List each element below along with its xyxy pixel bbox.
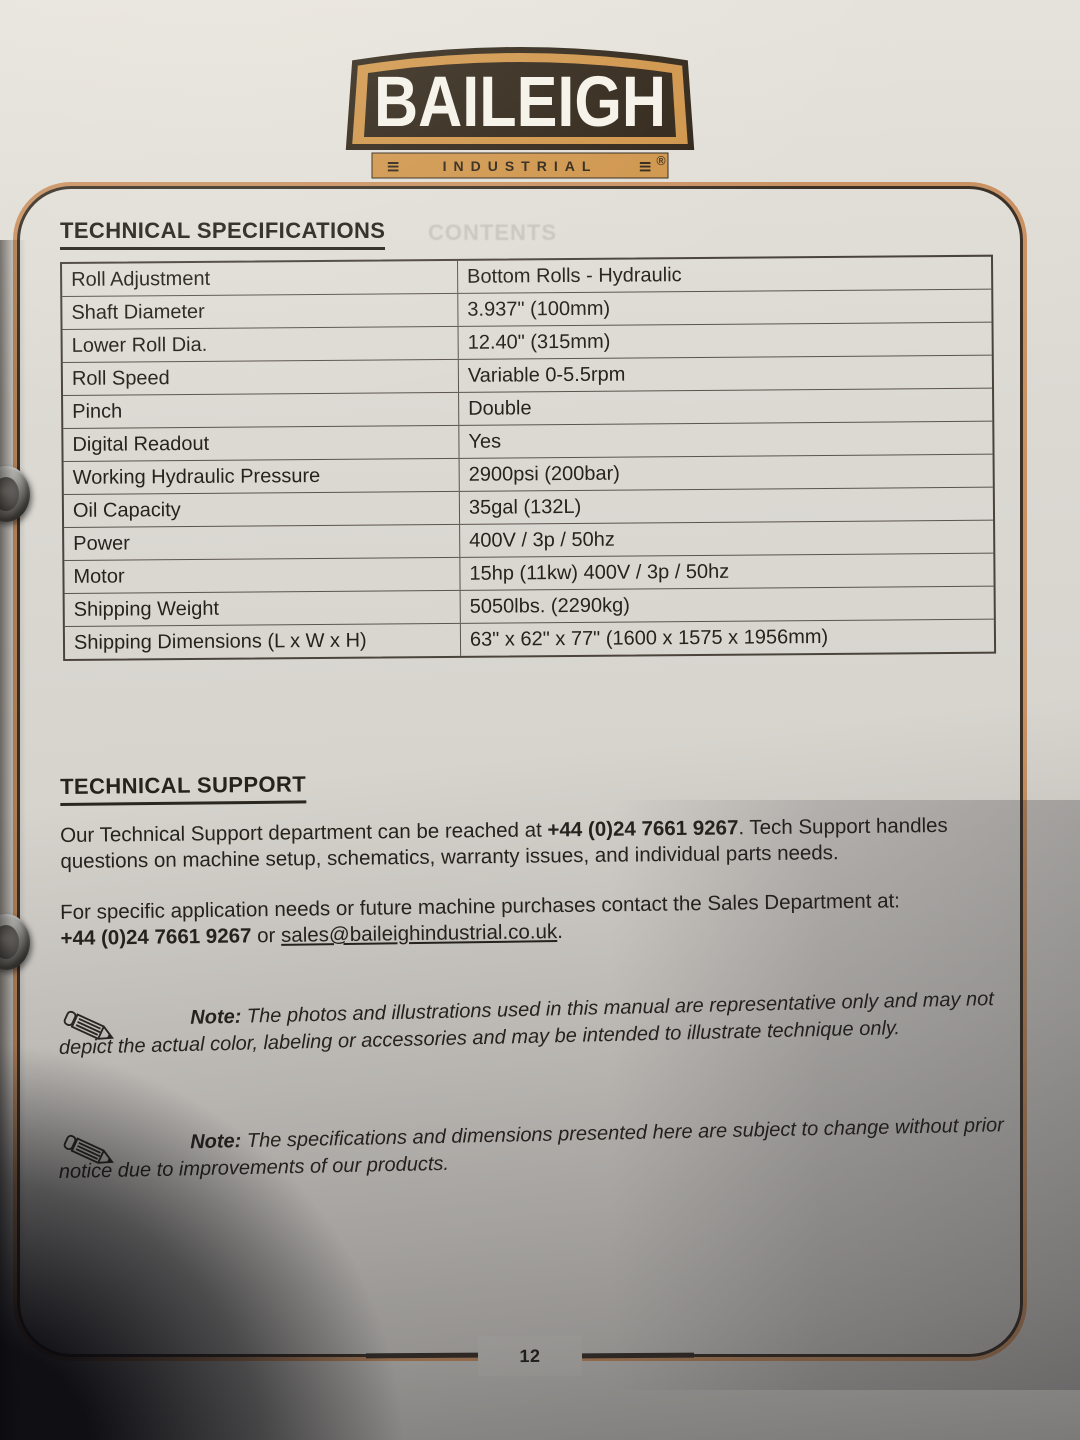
sales-phone: +44 (0)24 7661 9267: [60, 924, 252, 950]
spec-value: Yes: [458, 421, 993, 458]
spec-label: Shipping Dimensions (L x W x H): [73, 629, 367, 654]
logo-sub-text: INDUSTRIAL: [443, 158, 598, 174]
spec-value: 2900psi (200bar): [458, 454, 993, 491]
spec-value: 12.40" (315mm): [457, 322, 992, 359]
logo-brand-text: BAILEIGH: [374, 62, 666, 142]
technical-specifications-heading: TECHNICAL SPECIFICATIONS: [60, 218, 386, 250]
note-label: Note:: [190, 1130, 242, 1154]
spec-value: Bottom Rolls - Hydraulic: [457, 256, 992, 293]
spec-value: 63" x 62" x 77" (1600 x 1575 x 1956mm): [459, 619, 995, 656]
spec-label: Lower Roll Dia.: [71, 333, 208, 357]
sales-or: or: [251, 923, 282, 948]
logo-band-bars-left: ≡: [386, 157, 400, 177]
spec-label: Shaft Diameter: [71, 300, 205, 324]
spec-label: Power: [73, 532, 131, 555]
spec-label: Digital Readout: [72, 432, 210, 456]
spec-label: Shipping Weight: [73, 597, 220, 621]
support-phone: +44 (0)24 7661 9267: [547, 816, 739, 842]
logo-band-bars-right: ≡: [638, 157, 652, 177]
specifications-table: Roll Adjustment Bottom Rolls - Hydraulic S…: [60, 254, 997, 661]
spec-value: 5050lbs. (2290kg): [459, 586, 994, 623]
spec-value: 3.937" (100mm): [457, 289, 992, 326]
spec-value: Double: [458, 388, 993, 425]
spec-label: Motor: [73, 565, 125, 588]
sales-period: .: [556, 919, 563, 944]
support-paragraph: Our Technical Support department can be …: [60, 812, 999, 875]
pencil-icon: [63, 1010, 115, 1040]
spec-label: Roll Speed: [71, 367, 170, 390]
logo-registered-mark: ®: [655, 154, 667, 168]
spec-label: Pinch: [72, 400, 123, 423]
spec-value: 35gal (132L): [458, 487, 994, 524]
sales-email: sales@baileighindustrial.co.uk: [280, 920, 558, 947]
baileigh-logo: BAILEIGH ≡ INDUSTRIAL ≡ ®: [345, 47, 695, 179]
note-label: Note:: [190, 1005, 242, 1029]
spec-value: 15hp (11kw) 400V / 3p / 50hz: [459, 553, 994, 590]
spec-label: Oil Capacity: [72, 499, 181, 522]
technical-support-heading: TECHNICAL SUPPORT: [60, 771, 307, 806]
spec-label: Working Hydraulic Pressure: [72, 464, 321, 489]
support-text: Our Technical Support department can be …: [60, 818, 548, 847]
pencil-icon: [63, 1134, 114, 1164]
spec-value: Variable 0-5.5rpm: [457, 355, 993, 392]
contents-bleedthrough-watermark: CONTENTS: [428, 220, 557, 245]
spec-value: 400V / 3p / 50hz: [459, 520, 994, 557]
spec-label: Roll Adjustment: [71, 267, 211, 291]
